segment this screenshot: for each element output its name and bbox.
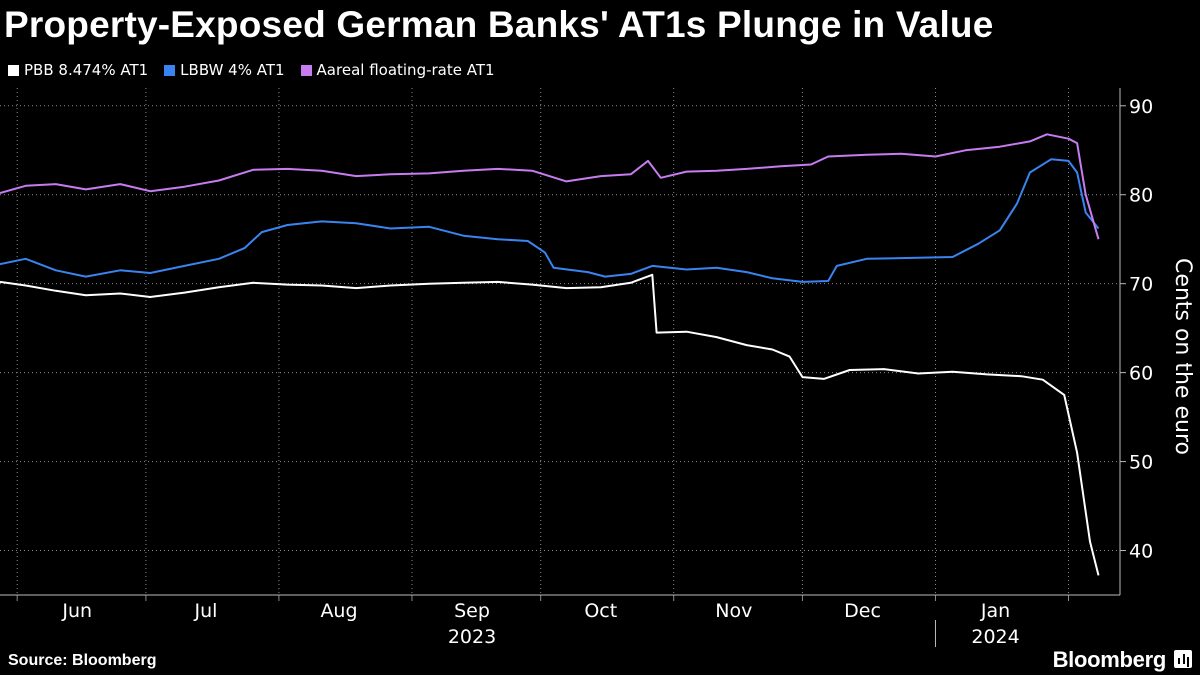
chart-title: Property-Exposed German Banks' AT1s Plun… bbox=[4, 4, 994, 45]
y-tick-label: 60 bbox=[1129, 363, 1153, 385]
legend-label-lbbw: LBBW 4% AT1 bbox=[180, 61, 285, 79]
x-tick-label: Oct bbox=[584, 600, 617, 622]
x-tick-label: Jul bbox=[194, 600, 218, 622]
legend-item-pbb: PBB 8.474% AT1 bbox=[8, 61, 148, 79]
legend-swatch-lbbw bbox=[164, 64, 176, 76]
y-tick-label: 90 bbox=[1129, 96, 1153, 118]
legend-swatch-pbb bbox=[8, 64, 19, 76]
x-tick-label: Nov bbox=[715, 600, 752, 622]
x-year-label: 2023 bbox=[448, 626, 496, 648]
x-tick-label: Dec bbox=[844, 600, 881, 622]
x-tick-label: Jan bbox=[980, 600, 1010, 622]
legend-swatch-aareal bbox=[300, 64, 312, 76]
y-tick-label: 40 bbox=[1129, 541, 1153, 563]
legend: PBB 8.474% AT1 LBBW 4% AT1 Aareal floati… bbox=[8, 61, 495, 79]
series-line-lbbw bbox=[0, 158, 1100, 283]
x-tick-label: Aug bbox=[320, 600, 357, 622]
x-tick-label: Sep bbox=[454, 600, 490, 622]
source-note: Source: Bloomberg bbox=[8, 652, 157, 669]
legend-label-aareal: Aareal floating-rate AT1 bbox=[316, 61, 495, 79]
legend-label-pbb: PBB 8.474% AT1 bbox=[24, 61, 149, 79]
series-line-pbb bbox=[0, 273, 1100, 576]
y-axis-title: Cents on the euro bbox=[1170, 258, 1195, 455]
series-line-aareal bbox=[0, 133, 1100, 240]
y-tick-label: 70 bbox=[1129, 274, 1153, 296]
y-tick-label: 80 bbox=[1129, 185, 1153, 207]
legend-item-lbbw: LBBW 4% AT1 bbox=[164, 61, 285, 79]
bloomberg-chart-icon bbox=[1174, 650, 1192, 668]
x-year-label: 2024 bbox=[971, 626, 1019, 648]
legend-item-aareal: Aareal floating-rate AT1 bbox=[300, 61, 495, 79]
y-tick-label: 50 bbox=[1129, 452, 1153, 474]
x-tick-label: Jun bbox=[61, 600, 92, 622]
bloomberg-logo: Bloomberg bbox=[1052, 647, 1167, 672]
